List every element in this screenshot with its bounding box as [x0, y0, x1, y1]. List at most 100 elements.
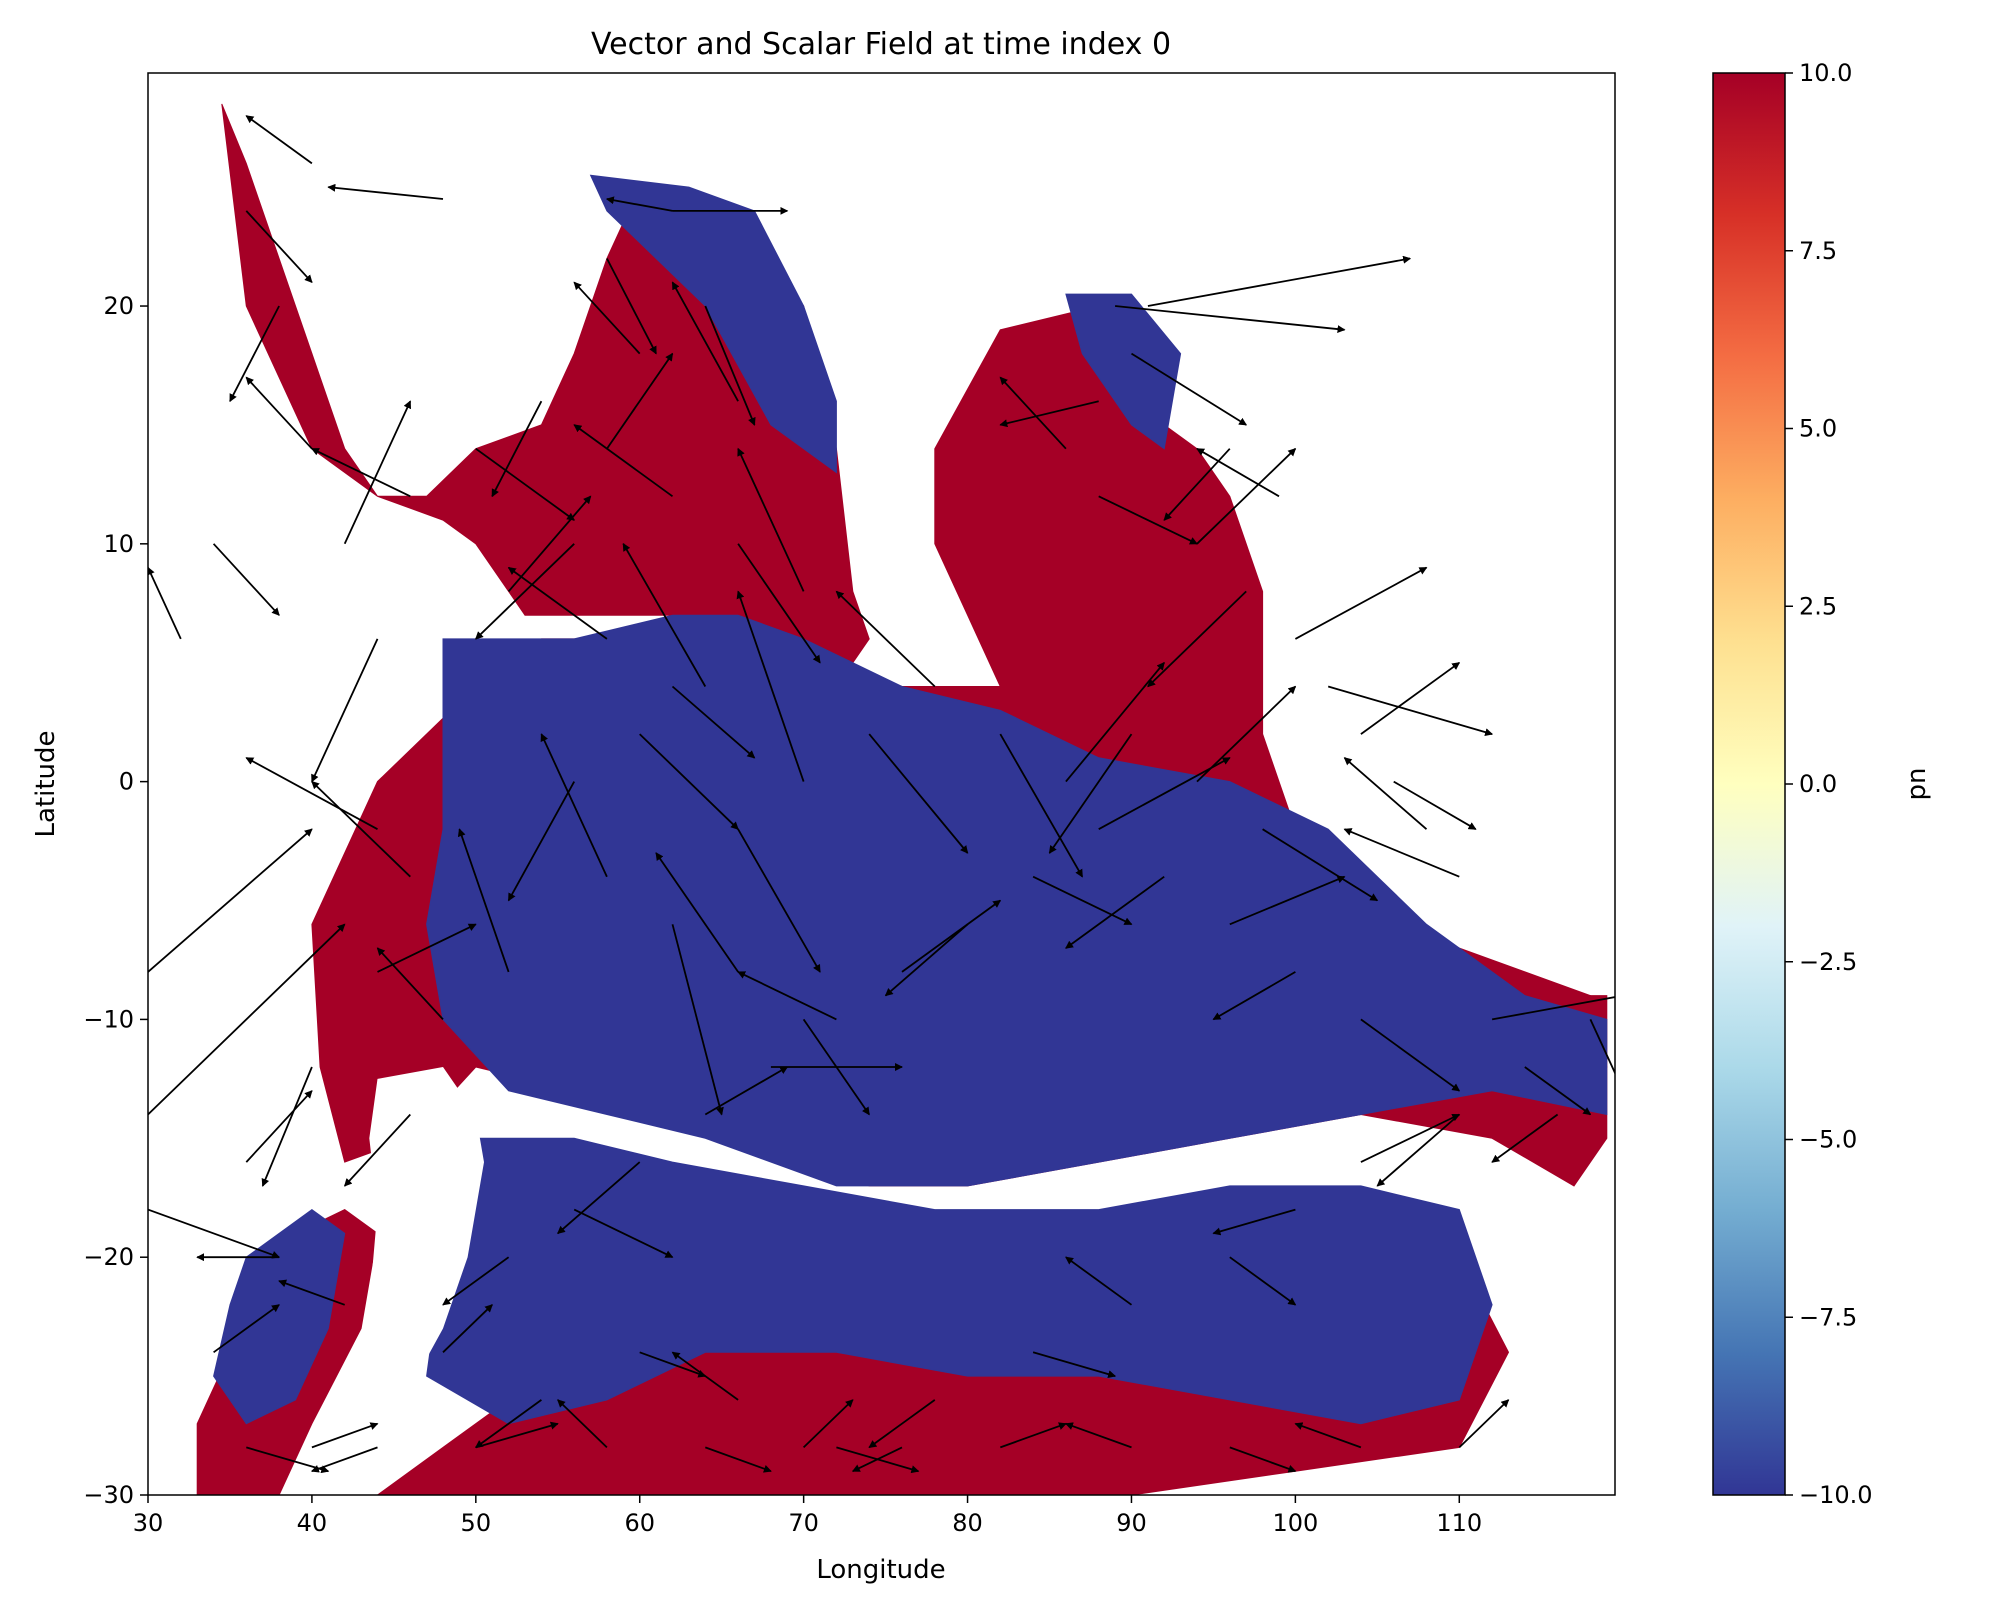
vector-arrow [245, 1090, 313, 1163]
vector-arrow [311, 638, 379, 783]
vector-arrow [1196, 448, 1297, 545]
vector-arrow [540, 733, 608, 878]
vector-arrow [606, 352, 674, 450]
vector-arrow [737, 543, 821, 664]
vector-arrow [245, 376, 313, 450]
y-tick-label: 0 [119, 768, 134, 796]
vector-arrow [1032, 875, 1133, 926]
scalar-region [589, 174, 837, 474]
x-tick-label: 40 [297, 1509, 328, 1537]
y-tick-label: 10 [103, 530, 134, 558]
vector-arrow [1196, 447, 1280, 498]
vector-arrow [1147, 255, 1412, 307]
y-axis-label: Latitude [31, 730, 61, 837]
colorbar-tick-label: 10.0 [1799, 59, 1852, 87]
vector-arrow [1589, 1019, 1615, 1076]
y-tick-label: −20 [83, 1243, 134, 1271]
vector-arrow [999, 733, 1084, 878]
vector-arrow [736, 590, 805, 782]
vector-arrow [1098, 757, 1231, 830]
vector-arrow [1212, 1208, 1296, 1236]
vector-arrow [999, 1422, 1067, 1449]
vector-arrow [376, 947, 444, 1021]
vector-arrow [737, 971, 837, 1021]
vector-arrow [1064, 1422, 1132, 1449]
vector-arrow [671, 924, 724, 1116]
y-axis-ticks: −30 −20 −10 0 10 20 [83, 292, 148, 1509]
vector-arrow [212, 543, 280, 616]
x-tick-label: 50 [461, 1509, 492, 1537]
vector-arrow [606, 258, 657, 355]
land-madagascar [369, 1067, 484, 1388]
vector-arrow [475, 447, 576, 521]
vector-arrow [1262, 828, 1379, 902]
vector-arrow [474, 1399, 542, 1449]
y-tick-label: −30 [83, 1481, 134, 1509]
vector-arrow [1491, 1113, 1559, 1163]
x-axis-label: Longitude [816, 1555, 945, 1585]
vector-arrow [442, 1304, 493, 1353]
vector-arrow [1065, 875, 1165, 949]
land-mask-layer [369, 1067, 484, 1388]
vector-arrow [704, 1446, 772, 1473]
vector-arrow [311, 1422, 379, 1449]
vector-arrow [1147, 590, 1247, 688]
vector-arrow [343, 400, 412, 545]
vector-arrow [148, 923, 346, 1116]
vector-arrow [1491, 996, 1615, 1021]
vector-arrow [1131, 352, 1248, 426]
vector-arrow [1393, 780, 1477, 830]
vector-arrow [148, 566, 182, 640]
plot-frame [147, 72, 1616, 1496]
vector-arrow [475, 1421, 559, 1449]
vector-arrow [1229, 1256, 1297, 1306]
vector-arrow [737, 447, 805, 592]
vector-arrow [1360, 661, 1461, 735]
vector-arrow [442, 1256, 510, 1306]
y-tick-label: −10 [83, 1005, 134, 1033]
vector-arrow [1360, 1113, 1461, 1163]
vector-arrow [622, 542, 707, 687]
vector-arrow [1196, 685, 1297, 783]
vector-arrow [573, 281, 641, 355]
vector-arrow [310, 447, 411, 498]
vector-arrow [1212, 971, 1296, 1021]
vector-arrow [835, 590, 936, 688]
vector-arrow [278, 1279, 346, 1306]
vector-arrow [1229, 1446, 1297, 1473]
vector-arrow [1327, 685, 1494, 736]
scalar-region [1065, 293, 1182, 450]
vector-arrow [868, 733, 969, 854]
vector-arrow [671, 685, 756, 759]
scalar-field-layer [196, 103, 1608, 1495]
scalar-region [426, 614, 1608, 1187]
vector-arrow [851, 1446, 903, 1473]
plot-area [147, 72, 1616, 1496]
x-tick-label: 70 [788, 1509, 819, 1537]
colorbar-tick-label: 7.5 [1799, 237, 1837, 265]
vector-arrow [1458, 1399, 1510, 1449]
vector-arrow [737, 828, 821, 973]
vector-arrow [1229, 875, 1346, 926]
colorbar-tick-label: −5.0 [1799, 1126, 1857, 1154]
vector-arrow [1048, 733, 1133, 854]
y-tick-label: 20 [103, 292, 134, 320]
vector-arrow [1343, 757, 1428, 830]
colorbar-tick-label: −10.0 [1799, 1481, 1873, 1509]
colorbar-tick-label: 2.5 [1799, 592, 1837, 620]
colorbar-tick-label: 5.0 [1799, 415, 1837, 443]
colorbar-label: pn [1902, 768, 1932, 801]
x-tick-label: 30 [133, 1509, 164, 1537]
vector-arrow [1065, 1256, 1133, 1306]
vector-arrow [1065, 661, 1165, 783]
vector-arrow [671, 281, 739, 402]
vector-arrow [148, 1208, 281, 1259]
vector-arrow [1376, 1113, 1460, 1187]
scalar-region [426, 1137, 1493, 1425]
vector-arrow [999, 376, 1067, 450]
vector-arrow [802, 1018, 870, 1116]
vector-arrow [245, 757, 378, 830]
vector-arrow [1032, 1351, 1117, 1378]
vector-arrow [557, 1161, 641, 1235]
vector-arrow [229, 305, 280, 403]
